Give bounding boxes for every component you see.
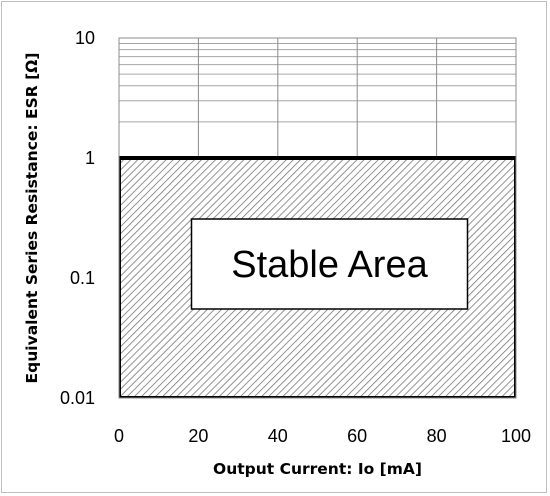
y-tick-label: 10 <box>75 28 95 48</box>
y-axis-title: Equivalent Series Resistance: ESR [Ω] <box>23 53 41 384</box>
stable-area-label: Stable Area <box>231 244 428 286</box>
x-axis-title: Output Current: Io [mA] <box>213 460 422 478</box>
labels: 0 20 40 60 80 100 0.01 0.1 1 10 Output Current: Io… <box>23 28 531 478</box>
x-tick-label: 40 <box>268 426 288 446</box>
x-tick-label: 20 <box>188 426 208 446</box>
x-tick-label: 100 <box>501 426 531 446</box>
y-tick-label: 0.01 <box>60 388 95 408</box>
x-tick-label: 80 <box>427 426 447 446</box>
x-tick-label: 0 <box>114 426 124 446</box>
y-tick-label: 1 <box>85 148 95 168</box>
y-tick-label: 0.1 <box>70 268 95 288</box>
x-tick-label: 60 <box>347 426 367 446</box>
